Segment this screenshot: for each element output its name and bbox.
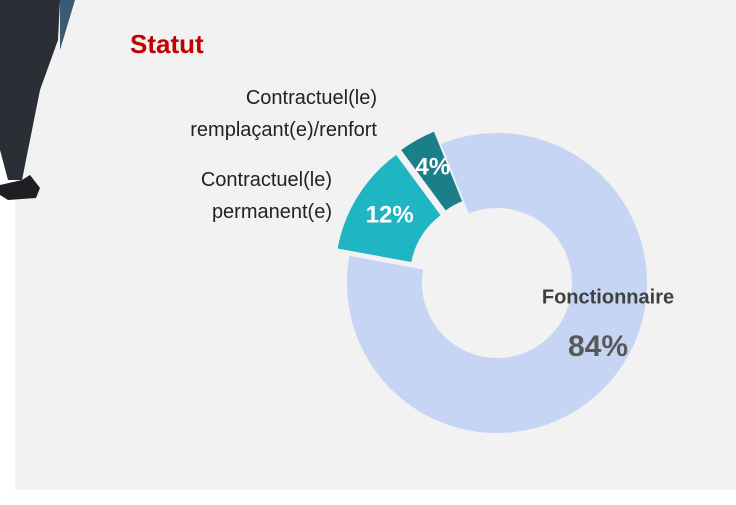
category-label: Contractuel(le) permanent(e)	[200, 169, 332, 223]
value-label: 4%	[416, 154, 451, 181]
category-label: Fonctionnaire	[542, 286, 674, 308]
donut-segment	[346, 133, 647, 434]
donut-segment	[337, 154, 441, 263]
chart-title: Statut	[130, 29, 204, 59]
donut-segment	[401, 131, 463, 211]
category-label: Contractuel(le) remplaçant(e)/renfort	[190, 87, 377, 141]
figure-illustration	[0, 0, 75, 200]
value-label: 12%	[366, 201, 414, 228]
value-label: 84%	[568, 330, 628, 363]
